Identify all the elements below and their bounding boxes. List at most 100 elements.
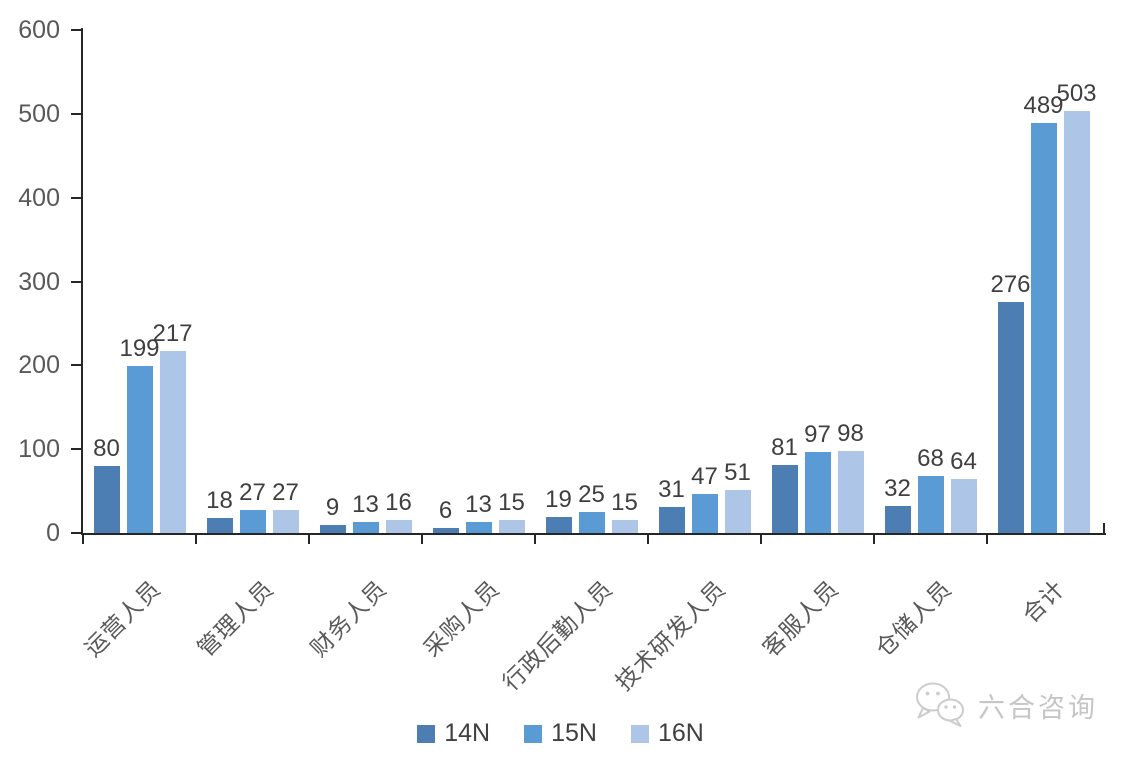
bar-16n-4 <box>611 520 638 533</box>
category-label: 财务人员 <box>304 575 392 662</box>
bar-14n-7 <box>884 506 911 533</box>
legend-item-16n: 16N <box>630 719 704 748</box>
category-label: 管理人员 <box>191 575 279 662</box>
bar-15n-1 <box>239 510 266 533</box>
bar-value-label: 9 <box>325 494 340 522</box>
category-label: 技术研发人员 <box>609 575 731 696</box>
bar-value-label: 68 <box>917 444 944 472</box>
x-tick <box>421 535 423 544</box>
x-tick <box>647 535 649 544</box>
y-tick <box>71 532 81 534</box>
y-tick-label: 100 <box>18 435 60 464</box>
bar-value-label: 6 <box>438 496 453 524</box>
category-label: 运营人员 <box>78 575 166 662</box>
y-tick <box>71 112 81 115</box>
bar-14n-4 <box>545 517 572 533</box>
x-tick <box>195 535 197 544</box>
bar-16n-7 <box>950 479 977 533</box>
bar-value-label: 31 <box>658 476 685 503</box>
bar-value-label: 489 <box>1023 92 1064 120</box>
bar-15n-4 <box>578 512 605 533</box>
category-label: 行政后勤人员 <box>496 575 618 696</box>
y-tick <box>71 448 81 451</box>
bar-value-label: 13 <box>465 491 492 519</box>
bar-15n-2 <box>352 522 379 533</box>
legend-label: 15N <box>551 719 597 747</box>
legend-label: 14N <box>444 719 491 747</box>
bar-value-label: 64 <box>950 448 977 476</box>
bar-14n-8 <box>997 301 1024 533</box>
y-axis-line <box>81 28 83 535</box>
bar-14n-6 <box>771 465 798 533</box>
y-tick-label: 500 <box>18 99 60 128</box>
bar-16n-8 <box>1063 111 1090 533</box>
bar-14n-3 <box>432 527 459 533</box>
bar-value-label: 27 <box>239 479 266 507</box>
x-tick <box>760 535 762 544</box>
y-tick-label: 300 <box>18 267 60 296</box>
bar-16n-3 <box>498 520 525 533</box>
bar-value-label: 27 <box>272 479 299 507</box>
bar-15n-5 <box>691 493 718 533</box>
y-tick <box>71 29 81 31</box>
legend-item-14n: 14N <box>417 719 490 748</box>
bar-16n-0 <box>159 351 186 533</box>
bar-14n-0 <box>93 465 120 533</box>
bar-value-label: 97 <box>804 420 831 448</box>
bar-15n-8 <box>1030 123 1057 533</box>
bar-14n-2 <box>319 525 346 533</box>
bar-value-label: 16 <box>385 488 412 516</box>
bar-value-label: 25 <box>578 481 605 509</box>
legend-swatch <box>630 724 649 743</box>
bar-value-label: 503 <box>1056 80 1097 108</box>
x-tick <box>1103 523 1105 534</box>
bar-value-label: 15 <box>498 489 525 517</box>
wechat-icon <box>916 682 964 727</box>
bar-16n-1 <box>272 510 299 533</box>
bar-15n-7 <box>917 475 944 533</box>
bar-value-label: 199 <box>119 335 160 363</box>
y-tick <box>71 280 81 283</box>
x-tick <box>986 535 988 544</box>
bar-value-label: 32 <box>884 475 911 503</box>
bar-value-label: 18 <box>206 486 233 514</box>
bar-16n-2 <box>385 519 412 533</box>
bar-15n-6 <box>804 451 831 533</box>
legend: 14N 15N 16N <box>0 719 1121 748</box>
x-tick <box>873 535 875 544</box>
x-axis-line <box>81 533 1106 535</box>
bar-value-label: 98 <box>837 419 864 447</box>
bar-15n-3 <box>465 522 492 533</box>
bar-value-label: 276 <box>990 270 1031 298</box>
category-label: 仓储人员 <box>869 575 957 662</box>
bar-value-label: 47 <box>691 462 718 490</box>
bar-value-label: 15 <box>611 489 638 517</box>
legend-item-15n: 15N <box>524 719 597 748</box>
bar-14n-5 <box>658 507 685 533</box>
legend-swatch <box>524 724 543 743</box>
bar-value-label: 13 <box>352 491 379 519</box>
bar-16n-6 <box>837 450 864 533</box>
y-tick-label: 0 <box>46 519 60 547</box>
watermark: 六合咨询 <box>912 680 1098 730</box>
y-tick-label: 200 <box>18 351 60 380</box>
category-label: 客服人员 <box>756 575 844 662</box>
bar-value-label: 217 <box>152 320 193 348</box>
bar-14n-1 <box>206 517 233 533</box>
bar-value-label: 80 <box>93 434 120 462</box>
category-label: 合计 <box>1016 575 1070 628</box>
x-tick <box>82 535 84 544</box>
y-tick <box>71 364 81 367</box>
legend-swatch <box>417 724 436 743</box>
bar-16n-5 <box>724 490 751 533</box>
y-tick <box>71 196 81 199</box>
category-label: 采购人员 <box>417 575 505 662</box>
bar-value-label: 19 <box>545 486 572 514</box>
bar-value-label: 51 <box>724 459 751 487</box>
watermark-text: 六合咨询 <box>978 692 1098 723</box>
bar-value-label: 81 <box>771 434 798 462</box>
y-tick-label: 400 <box>18 183 60 212</box>
x-tick <box>534 535 536 544</box>
x-tick <box>308 535 310 544</box>
